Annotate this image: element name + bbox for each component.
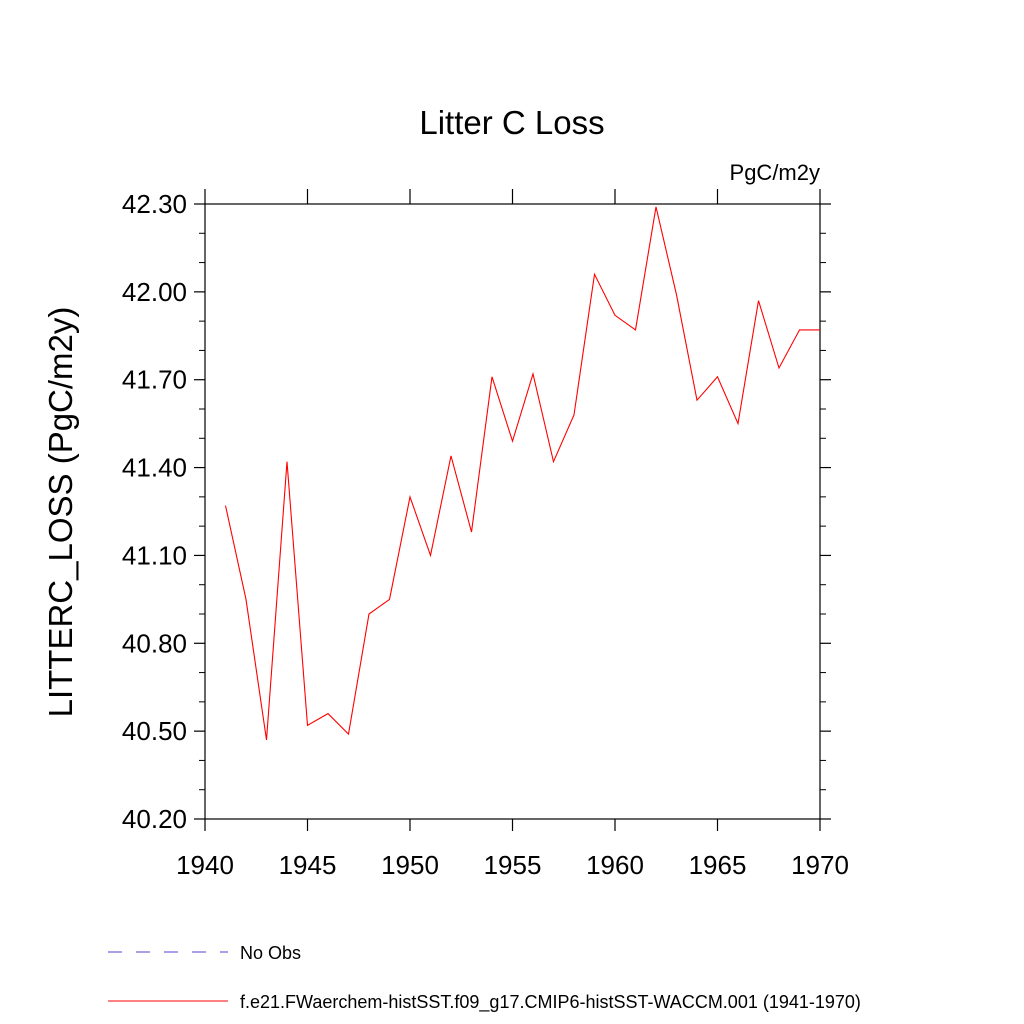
y-tick-label: 40.20: [122, 804, 187, 834]
x-tick-label: 1940: [176, 850, 234, 880]
y-tick-label: 40.80: [122, 628, 187, 658]
x-tick-label: 1945: [279, 850, 337, 880]
x-tick-label: 1950: [381, 850, 439, 880]
plot-frame: [204, 203, 821, 820]
y-tick-label: 42.30: [122, 189, 187, 219]
y-tick-label: 41.40: [122, 453, 187, 483]
axis-tick-labels: 40.20 40.50 40.80 41.10 41.40 41.70 42.00 42.30…: [122, 189, 849, 880]
legend: No Obs f.e21.FWaerchem-histSST.f09_g17.CM…: [108, 943, 861, 1013]
y-axis-label: LITTERC_LOSS (PgC/m2y): [42, 307, 79, 718]
legend-label: f.e21.FWaerchem-histSST.f09_g17.CMIP6-hi…: [240, 992, 861, 1013]
y-tick-label: 41.10: [122, 540, 187, 570]
y-tick-label: 41.70: [122, 365, 187, 395]
series-line: [224, 206, 820, 740]
x-tick-label: 1970: [791, 850, 849, 880]
axis-ticks: [194, 189, 831, 831]
x-tick-label: 1955: [484, 850, 542, 880]
y-tick-label: 40.50: [122, 716, 187, 746]
legend-label: No Obs: [240, 943, 301, 963]
x-tick-label: 1960: [586, 850, 644, 880]
x-tick-label: 1965: [689, 850, 747, 880]
series-layer: [224, 206, 820, 740]
units-label: PgC/m2y: [730, 160, 820, 185]
y-tick-label: 42.00: [122, 277, 187, 307]
chart-title: Litter C Loss: [419, 104, 604, 141]
